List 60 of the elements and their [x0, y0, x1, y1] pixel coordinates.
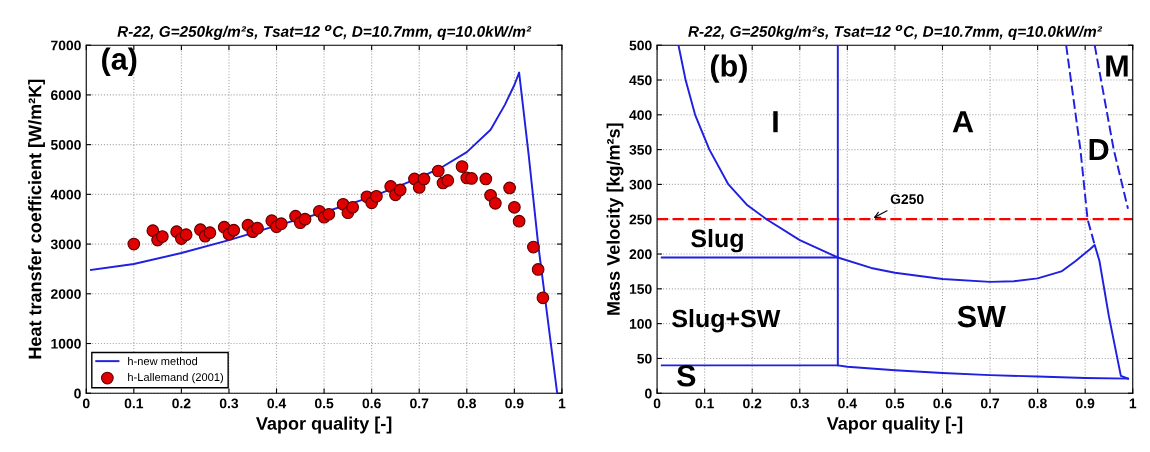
- x-tick-label: 0: [82, 398, 90, 409]
- x-tick-label: 1: [558, 398, 566, 409]
- x-tick-label: 0.1: [124, 398, 144, 409]
- y-tick-label: 150: [629, 284, 652, 294]
- y-tick-label: 1000: [51, 338, 81, 349]
- x-axis-title: Vapor quality [-]: [256, 416, 392, 434]
- x-tick-label: 0.7: [410, 398, 429, 409]
- x-tick-label: 0.2: [743, 398, 762, 409]
- annotation: Slug+SW: [672, 309, 781, 333]
- chart-title: R-22, G=250kg/m²s, Tsat=12 $^{o}$C, D=10.7mm, q=10.0kW/m²: [688, 24, 1103, 40]
- x-tick-label: 0.8: [1028, 398, 1047, 409]
- annotation: M: [1106, 55, 1128, 77]
- y-axis-title: Mass Velocity [kg/m²s]: [606, 123, 624, 315]
- y-tick-label: 100: [629, 318, 652, 329]
- y-axis-title: Heat transfer coefficient [W/m²K]: [28, 79, 45, 359]
- x-tick-label: 1: [1129, 398, 1137, 409]
- x-tick-label: 0.3: [219, 398, 239, 409]
- y-tick-label: 0: [645, 388, 652, 399]
- y-tick-label: 500: [629, 40, 652, 51]
- chart-title: R-22, G=250kg/m²s, Tsat=12 $^{o}$C, D=10.7mm, q=10.0kW/m²: [117, 24, 532, 40]
- y-tick-label: 0: [74, 388, 81, 399]
- x-tick-label: 0.9: [1076, 398, 1095, 409]
- y-tick-label: 7000: [51, 40, 81, 51]
- annotation: SW: [957, 305, 1006, 328]
- x-axis-title: Vapor quality [-]: [826, 416, 963, 434]
- x-tick-label: 0.2: [172, 398, 191, 409]
- annotation: I: [773, 111, 778, 133]
- x-tick-label: 0.5: [885, 398, 905, 409]
- y-tick-label: 300: [629, 179, 652, 190]
- annotation: (b): [710, 54, 747, 83]
- annotation: (a): [102, 47, 137, 76]
- y-tick-label: 3000: [50, 239, 81, 250]
- y-tick-label: 4000: [50, 189, 81, 200]
- x-tick-label: 0.4: [838, 398, 857, 409]
- annotation: A: [952, 111, 974, 133]
- annotation: S: [676, 364, 696, 387]
- y-tick-label: 2000: [50, 289, 81, 299]
- annotation: Slug: [691, 228, 743, 253]
- y-tick-label: 250: [629, 214, 652, 225]
- y-tick-label: 5000: [50, 139, 81, 150]
- x-tick-label: 0.6: [933, 398, 952, 409]
- x-tick-label: 0.7: [980, 398, 1000, 409]
- y-tick-label: 50: [637, 353, 652, 364]
- y-tick-label: 350: [629, 144, 652, 155]
- y-tick-label: 450: [629, 75, 652, 86]
- y-tick-label: 200: [629, 249, 652, 260]
- x-tick-label: 0.4: [267, 398, 287, 409]
- x-tick-label: 0.8: [457, 398, 477, 409]
- x-tick-label: 0.1: [695, 398, 714, 409]
- legend-label: h-Lallemand (2001): [128, 372, 224, 384]
- x-tick-label: 0.5: [314, 398, 334, 409]
- x-tick-label: 0: [653, 398, 661, 409]
- legend-label: h-new method: [128, 356, 198, 366]
- x-tick-label: 0.6: [362, 398, 381, 409]
- annotation: D: [1089, 139, 1109, 161]
- x-tick-label: 0.9: [505, 398, 524, 409]
- annotation: G250: [890, 194, 924, 205]
- y-tick-label: 400: [629, 110, 652, 120]
- y-tick-label: 6000: [51, 90, 81, 101]
- x-tick-label: 0.3: [790, 398, 809, 409]
